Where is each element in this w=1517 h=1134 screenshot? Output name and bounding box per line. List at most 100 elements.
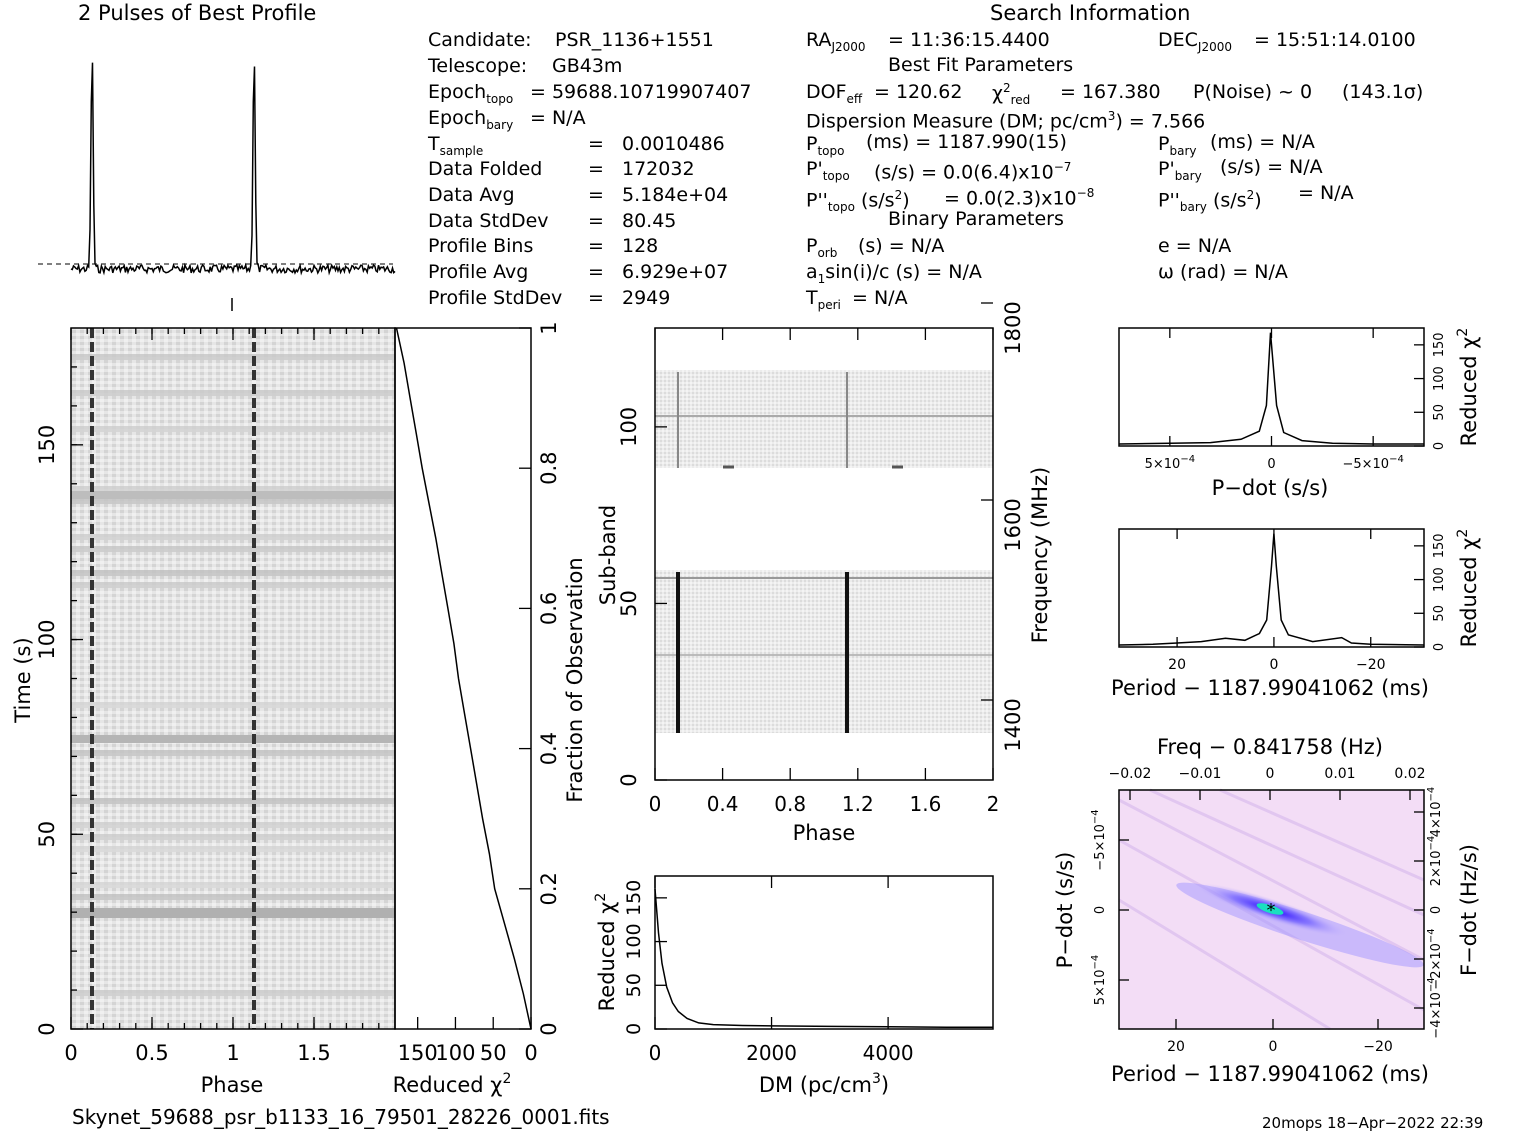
y-tick-label: 150 (35, 425, 59, 465)
subband-data-upper (655, 370, 993, 468)
y2-tick-label: 1800 (1001, 301, 1025, 354)
profile-bins-label: Profile Bins (428, 235, 534, 257)
x-tick-label: 0.4 (707, 792, 739, 816)
subband-phase-plot: 0 0.4 0.8 1.2 1.6 2 0 50 100 1400 1600 1800 Phase S… (596, 301, 1052, 845)
chi2-period-xlabel: Period − 1187.99041062 (ms) (1111, 676, 1429, 700)
pddtopo-value: = 0.0(2.3)x10 (944, 187, 1077, 210)
asini-a: a (806, 261, 818, 283)
ra-label: RAJ2000 (806, 29, 866, 54)
y2-tick-exp: −4 (1426, 977, 1437, 992)
ra-value: = 11:36:15.4400 (888, 29, 1050, 51)
dm-line: Dispersion Measure (DM; pc/cm3) = 7.566 (806, 109, 1206, 133)
ptopo-label: Ptopo (806, 133, 845, 158)
profile-bins-value: 128 (622, 235, 659, 257)
dm-label: Dispersion Measure (DM; pc/cm (806, 110, 1108, 133)
pdtopo-line: (s/s) = 0.0(6.4)x10−7 (874, 156, 1071, 183)
y-tick-label: 0 (1432, 643, 1447, 651)
time-row (71, 498, 395, 504)
epoch-bary-value: = N/A (530, 107, 586, 129)
profile-plot (38, 62, 396, 311)
chi2-period-axes: 20 0 −20 0 50 100 150 (1168, 529, 1447, 673)
eq-5: = (588, 235, 604, 257)
chi2-dm-xlabel-text: DM (pc/cm (759, 1073, 872, 1097)
y-tick-label: 5×10−4 (1090, 955, 1108, 1005)
y2-tick-label: −4×10−4 (1426, 977, 1444, 1038)
best-fit-title: Best Fit Parameters (888, 54, 1074, 76)
profile-stddev-value: 2949 (622, 287, 671, 309)
y-tick-label: 150 (623, 880, 645, 916)
y-tick-label: 0 (1432, 442, 1447, 450)
y-tick-label: 0.4 (537, 732, 561, 765)
y-tick-label: 50 (1432, 404, 1447, 421)
time-phase-axes: 0 0.5 1 1.5 0 50 100 150 (35, 328, 380, 1065)
ppd-peak (1256, 903, 1284, 915)
ppd-streak (1149, 788, 1425, 917)
time-row (71, 750, 395, 756)
telescope-label: Telescope: (428, 55, 528, 77)
chi2-time-ylabel: Fraction of Observation (563, 557, 587, 802)
time-row (71, 908, 395, 918)
chi2-value: = 167.380 (1060, 81, 1161, 103)
y2-tick-label: 0 (1429, 906, 1444, 914)
pdtopo-label: P'topo (806, 158, 850, 183)
time-row (71, 990, 395, 996)
x-tick-label: 4000 (863, 1041, 914, 1065)
x-tick-label: 0 (649, 792, 662, 816)
chi2-dm-line (654, 889, 993, 1029)
y-tick-label: 0 (35, 1022, 59, 1035)
x-tick-exp: −4 (1389, 454, 1404, 465)
data-folded-label: Data Folded (428, 158, 543, 180)
time-phase-heatmap (71, 328, 395, 1029)
x-tick-label: 5×10−4 (1145, 454, 1195, 472)
time-row (71, 491, 395, 499)
pdtopo-exp: −7 (1053, 160, 1072, 174)
y-tick-label: 100 (617, 407, 641, 447)
data-avg-value: 5.184e+04 (622, 184, 729, 206)
x-tick-label: −20 (1356, 657, 1386, 673)
pdbary-label: P'bary (1158, 158, 1202, 183)
x-tick-label: 2 (987, 792, 1000, 816)
time-phase-ylabel: Time (s) (11, 637, 35, 723)
epoch-topo-value: = 59688.10719907407 (530, 81, 752, 103)
binary-title: Binary Parameters (888, 208, 1064, 230)
x-tick-exp: −4 (1180, 454, 1195, 465)
ppd-y2label: F−dot (Hz/s) (1457, 844, 1481, 976)
chi2-time-xlabel: Reduced χ2 (393, 1071, 512, 1097)
tperi-value: = N/A (852, 287, 908, 309)
y-tick-exp: −4 (1090, 809, 1101, 824)
profile-line (70, 62, 396, 276)
dec-label: DECJ2000 (1158, 29, 1232, 54)
time-row (71, 354, 395, 360)
dof-value: = 120.62 (874, 81, 963, 103)
chi2-pdot-ylabel: Reduced χ2 (1455, 328, 1481, 447)
chi2-time-line (395, 327, 532, 1030)
x-tick-label: 0 (1269, 657, 1278, 673)
x-tick-label: 50 (480, 1041, 507, 1065)
time-row (71, 822, 395, 828)
time-phase-plot: 0 0.5 1 1.5 0 50 100 150 Phase Time (s) (11, 327, 396, 1097)
x2-tick-label: 0.01 (1324, 766, 1355, 782)
y-tick-exp: −4 (1090, 955, 1101, 970)
x-tick-label: −20 (1363, 1039, 1393, 1055)
pbary-value: (ms) = N/A (1210, 131, 1315, 153)
y2-tick-label: −2×10−4 (1426, 928, 1444, 989)
x-tick-label: 0 (64, 1041, 77, 1065)
chi2-dm-ylabel: Reduced χ2 (593, 893, 619, 1012)
x2-tick-label: −0.01 (1179, 766, 1222, 782)
y-tick-label: 50 (1432, 605, 1447, 622)
profile-stddev-label: Profile StdDev (428, 287, 563, 309)
chi2-pdot-plot: 5×10−4 0 −5×10−4 0 50 100 150 P−dot (s/s) Redu… (1118, 327, 1481, 500)
eq-7: = (588, 287, 604, 309)
x-tick-label: 100 (435, 1041, 475, 1065)
y2-tick-exp: −4 (1426, 787, 1437, 802)
time-row (71, 486, 395, 492)
ppd-ylabel: P−dot (s/s) (1053, 852, 1077, 969)
y-tick-label: 100 (35, 620, 59, 660)
time-row (71, 834, 395, 840)
pddtopo-label: P''topo (s/s2) (806, 188, 910, 215)
time-phase-rows (71, 354, 395, 996)
ppd-streak (1219, 788, 1425, 882)
chi2-period-plot: 20 0 −20 0 50 100 150 Period − 1187.99041062 (… (1111, 528, 1481, 700)
y2-tick-exp: −4 (1426, 928, 1437, 943)
dm-value: ) = 7.566 (1115, 110, 1206, 133)
